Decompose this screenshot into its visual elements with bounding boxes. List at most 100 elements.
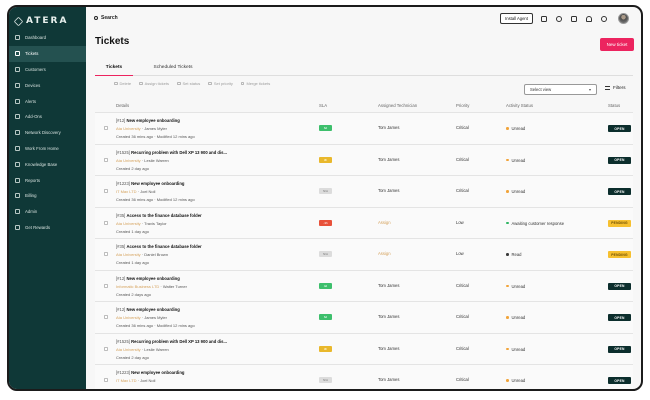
sidebar-item-knowledge-base[interactable]: Knowledge Base bbox=[9, 156, 86, 172]
contact-name: Daniel Brown bbox=[144, 252, 169, 257]
assigned-technician[interactable]: Assign bbox=[378, 251, 391, 256]
assigned-technician[interactable]: Assign bbox=[378, 219, 391, 225]
sidebar-item-reports[interactable]: Reports bbox=[9, 172, 86, 188]
status-badge[interactable]: OPEN bbox=[608, 188, 631, 195]
merge-tickets-action[interactable]: Merge tickets bbox=[240, 81, 270, 86]
row-checkbox[interactable] bbox=[104, 315, 108, 319]
table-row[interactable]: [#35] Access to the finance database fol… bbox=[95, 238, 633, 270]
sidebar-item-customers[interactable]: Customers bbox=[9, 62, 86, 78]
sidebar-item-admin[interactable]: Admin bbox=[9, 204, 86, 220]
sidebar-item-devices[interactable]: Devices bbox=[9, 77, 86, 93]
ticket-title[interactable]: [#1525] Recurring problem with Dell XP 1… bbox=[116, 150, 227, 155]
col-technician[interactable]: Assigned Technician bbox=[378, 103, 418, 108]
table-row[interactable]: [#1223] New employee onboarding IT Max LT… bbox=[95, 364, 633, 389]
ticket-title[interactable]: [#12] New employee onboarding bbox=[116, 276, 180, 281]
sidebar-item-billing[interactable]: Billing bbox=[9, 188, 86, 204]
status-badge[interactable]: OPEN bbox=[608, 314, 631, 321]
sidebar-item-dashboard[interactable]: Dashboard bbox=[9, 30, 86, 46]
company-link[interactable]: Ata University bbox=[116, 252, 141, 257]
delete-action[interactable]: Delete bbox=[114, 81, 131, 86]
set-priority-action[interactable]: Set priority bbox=[208, 81, 233, 86]
table-row[interactable]: [#12] New employee onboarding Ata Univers… bbox=[95, 112, 633, 144]
sidebar-item-add-ons[interactable]: Add-Ons bbox=[9, 109, 86, 125]
admin-icon bbox=[15, 209, 20, 215]
add-icon[interactable] bbox=[541, 16, 547, 22]
set-status-action[interactable]: Set status bbox=[177, 81, 200, 86]
table-row[interactable]: [#12] New employee onboarding Informatic … bbox=[95, 269, 633, 301]
table-row[interactable]: [#1525] Recurring problem with Dell XP 1… bbox=[95, 332, 633, 364]
ticket-title[interactable]: [#1525] Recurring problem with Dell XP 1… bbox=[116, 339, 227, 344]
ticket-title[interactable]: [#1223] New employee onboarding bbox=[116, 181, 184, 186]
status-badge[interactable]: OPEN bbox=[608, 125, 631, 132]
ticket-meta: Created 1 day ago bbox=[116, 260, 149, 265]
table-row[interactable]: [#1525] Recurring problem with Dell XP 1… bbox=[95, 143, 633, 175]
ticket-title[interactable]: [#35] Access to the finance database fol… bbox=[116, 213, 202, 218]
devices-icon bbox=[15, 82, 20, 88]
ticket-title[interactable]: [#12] New employee onboarding bbox=[116, 307, 180, 312]
company-link[interactable]: Ata University bbox=[116, 220, 141, 226]
table-row[interactable]: [#12] New employee onboarding Ata Univers… bbox=[95, 301, 633, 333]
activity-dot-icon bbox=[506, 379, 509, 382]
ticket-customer: Ata University · James Myler bbox=[116, 126, 167, 131]
status-badge[interactable]: OPEN bbox=[608, 345, 631, 353]
status-badge[interactable]: OPEN bbox=[608, 377, 631, 384]
company-link[interactable]: Ata University bbox=[116, 346, 141, 352]
bulb-icon[interactable] bbox=[556, 16, 562, 22]
table-row[interactable]: [#35] Access to the finance database fol… bbox=[95, 206, 633, 238]
row-checkbox[interactable] bbox=[104, 283, 108, 288]
col-activity-status[interactable]: Activity Status bbox=[506, 103, 533, 108]
new-ticket-button[interactable]: New ticket bbox=[600, 38, 634, 51]
row-checkbox[interactable] bbox=[104, 157, 108, 162]
ticket-title[interactable]: [#12] New employee onboarding bbox=[116, 118, 180, 123]
col-status[interactable]: Status bbox=[608, 103, 621, 108]
row-checkbox[interactable] bbox=[104, 252, 108, 256]
company-link[interactable]: Ata University bbox=[116, 126, 141, 131]
company-link[interactable]: IT Max LTD bbox=[116, 189, 137, 194]
chat-icon[interactable] bbox=[571, 16, 577, 22]
row-checkbox[interactable] bbox=[104, 220, 108, 225]
user-icon bbox=[139, 81, 143, 86]
atera-logo[interactable]: ATERA bbox=[13, 16, 68, 26]
activity-label: Unread bbox=[511, 346, 526, 352]
ticket-title[interactable]: [#1223] New employee onboarding bbox=[116, 370, 184, 375]
tab-tickets[interactable]: Tickets bbox=[95, 59, 133, 76]
col-details[interactable]: Details bbox=[116, 103, 130, 108]
col-sla[interactable]: SLA bbox=[319, 103, 328, 108]
install-agent-button[interactable]: Install Agent bbox=[500, 13, 533, 24]
select-view-dropdown[interactable]: Select view ▾ bbox=[524, 84, 597, 95]
company-link[interactable]: Ata University bbox=[116, 157, 141, 163]
company-link[interactable]: Informatic Business LTD bbox=[116, 283, 160, 289]
tab-scheduled-tickets[interactable]: Scheduled Tickets bbox=[153, 65, 193, 70]
status-badge[interactable]: PENDING bbox=[608, 251, 631, 258]
status-badge[interactable]: PENDING bbox=[608, 219, 631, 227]
col-priority[interactable]: Priority bbox=[456, 103, 470, 108]
ticket-icon bbox=[15, 51, 20, 57]
row-checkbox[interactable] bbox=[104, 126, 108, 130]
sidebar-item-alerts[interactable]: Alerts bbox=[9, 93, 86, 109]
row-checkbox[interactable] bbox=[104, 189, 108, 193]
row-checkbox[interactable] bbox=[104, 346, 108, 351]
sidebar-item-work-from-home[interactable]: Work From Home bbox=[9, 141, 86, 157]
status-badge[interactable]: OPEN bbox=[608, 156, 631, 164]
ticket-meta: Created 36 mins ago · Modified 12 mins a… bbox=[116, 134, 195, 139]
bell-icon[interactable] bbox=[586, 16, 592, 22]
ticket-customer: IT Max LTD · Joel Noll bbox=[116, 189, 156, 194]
sidebar-item-tickets[interactable]: Tickets bbox=[9, 45, 86, 62]
sidebar-item-network-discovery[interactable]: Network Discovery bbox=[9, 125, 86, 141]
avatar[interactable] bbox=[618, 13, 629, 24]
company-link[interactable]: IT Max LTD bbox=[116, 378, 137, 383]
search-bar[interactable]: Search bbox=[94, 15, 118, 21]
activity-dot-icon bbox=[506, 221, 509, 225]
sidebar-item-get-rewards[interactable]: Get Rewards bbox=[9, 220, 86, 236]
company-link[interactable]: Ata University bbox=[116, 315, 141, 320]
row-checkbox[interactable] bbox=[104, 378, 108, 382]
activity-dot-icon bbox=[506, 284, 509, 288]
sidebar-item-label: Tickets bbox=[25, 51, 39, 57]
status-badge[interactable]: OPEN bbox=[608, 282, 631, 290]
assign-tickets-action[interactable]: Assign tickets bbox=[139, 81, 169, 86]
filters-button[interactable]: Filters bbox=[605, 85, 626, 90]
table-row[interactable]: [#1223] New employee onboarding IT Max LT… bbox=[95, 175, 633, 207]
contact-name: Joel Noll bbox=[140, 378, 156, 383]
help-icon[interactable] bbox=[601, 16, 607, 22]
ticket-title[interactable]: [#35] Access to the finance database fol… bbox=[116, 244, 202, 249]
